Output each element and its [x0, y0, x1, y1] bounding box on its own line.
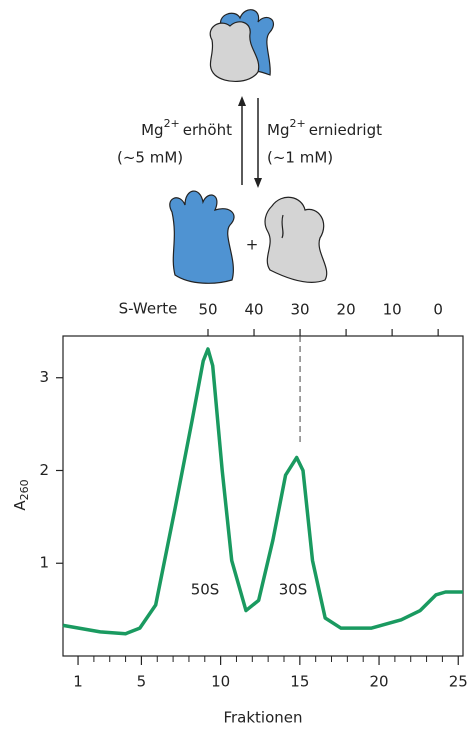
condition: erniedrigt — [309, 121, 382, 139]
y-label-main: A — [11, 500, 29, 511]
annotation: 50S — [191, 581, 220, 599]
ion: Mg — [267, 121, 289, 139]
x2-tick-label: 40 — [244, 301, 263, 319]
x2-axis-label: S-Werte — [119, 300, 178, 318]
x2-tick-label: 50 — [198, 301, 217, 319]
y-axis-label: A260 — [11, 479, 32, 510]
y-tick-label: 2 — [39, 461, 49, 479]
x2-tick-label: 10 — [383, 301, 402, 319]
x-tick-label: 25 — [449, 673, 468, 691]
plot-frame — [62, 335, 464, 657]
ion: Mg — [141, 121, 163, 139]
arrows — [238, 96, 262, 188]
ribosome-70s — [209, 9, 275, 82]
x-tick-label: 1 — [73, 673, 83, 691]
x-tick-label: 20 — [369, 673, 388, 691]
y-tick-label: 3 — [39, 368, 49, 386]
up-label: Mg2+ erhöht — [141, 117, 232, 139]
x2-tick-label: 0 — [433, 301, 443, 319]
down-label: Mg2+ erniedrigt — [267, 117, 382, 139]
x-tick-label: 5 — [137, 673, 147, 691]
up-conc: (~5 mM) — [117, 149, 183, 167]
x2-tick-label: 20 — [337, 301, 356, 319]
x-tick-label: 15 — [290, 673, 309, 691]
line-series — [62, 347, 463, 636]
plus: + — [246, 236, 259, 254]
y-label-sub: 260 — [18, 479, 31, 500]
condition: erhöht — [183, 121, 232, 139]
charge: 2+ — [289, 117, 305, 130]
ribosome-30s — [264, 196, 328, 283]
y-tick-label: 1 — [39, 554, 49, 572]
annotation: 30S — [279, 581, 308, 599]
down-conc: (~1 mM) — [267, 149, 333, 167]
charge: 2+ — [164, 117, 180, 130]
ribosome-50s — [169, 190, 235, 284]
x-axis-label: Fraktionen — [223, 709, 302, 727]
x-tick-label: 10 — [211, 673, 230, 691]
x2-tick-label: 30 — [291, 301, 310, 319]
